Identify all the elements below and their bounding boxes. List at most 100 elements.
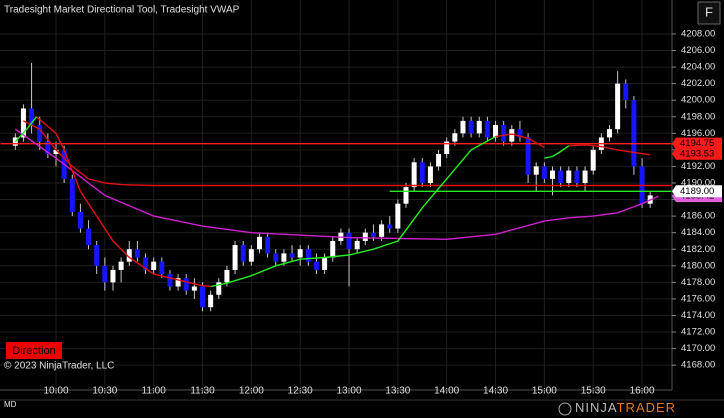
y-tick-label: 4200.00 [681,95,715,106]
candle-body [574,170,580,183]
candle-body [256,236,262,250]
candle-body [102,265,108,283]
candle-body [346,232,352,250]
candle-body [297,249,303,258]
candle-body [566,170,572,183]
y-tick-label: 4172.00 [681,327,715,338]
y-tick-label: 4180.00 [681,260,715,271]
candle-body [281,253,287,262]
y-tick-label: 4192.00 [681,161,715,172]
candle-body [606,129,612,138]
candle-body [126,249,132,262]
y-tick-label: 4190.00 [681,178,715,189]
x-tick-label: 15:30 [581,386,606,397]
candle-body [232,245,238,270]
candle-body [248,249,254,262]
candle-body [69,178,75,212]
x-tick-label: 12:30 [288,386,313,397]
candle-body [354,240,360,250]
candle-body [395,203,401,229]
y-tick-label: 4184.00 [681,227,715,238]
x-tick-label: 15:00 [532,386,557,397]
candle-body [330,240,336,258]
status-text: MD [4,400,17,409]
candle-body [134,249,140,258]
candle-body [533,166,539,175]
candle-body [53,149,59,155]
candle-body [525,137,531,175]
candle-body [322,257,328,270]
x-tick-label: 11:00 [142,386,167,397]
candle-body [143,257,149,270]
candle-body [411,162,417,188]
candle-body [224,269,230,283]
candle-body [45,141,51,155]
candle-body [370,232,376,237]
candle-body [175,278,181,287]
candle-body [208,294,214,308]
candle-body [37,125,43,142]
candle-body [476,120,482,134]
candle-body [86,228,92,246]
indicator-line [36,116,651,288]
candle-body [305,249,311,262]
price-marker-label: 4189.00 [680,186,714,197]
candle-body [452,133,458,142]
candle-body [623,83,629,101]
candle-body [387,224,393,229]
x-tick-label: 10:30 [92,386,117,397]
y-tick-label: 4206.00 [681,45,715,56]
price-marker [672,137,722,150]
x-tick-label: 14:30 [483,386,508,397]
candle-body [29,108,35,126]
indicator-button[interactable] [6,342,62,359]
y-tick-label: 4198.00 [681,111,715,122]
candle-body [436,154,442,167]
candle-body [151,261,157,270]
candle-body [240,245,246,262]
candle-body [631,100,637,167]
candle-body [216,282,222,295]
candle-body [493,125,499,138]
candle-body [550,170,556,179]
x-tick-label: 13:30 [385,386,410,397]
y-tick-label: 4186.00 [681,211,715,222]
x-tick-label: 16:00 [630,386,655,397]
candle-body [403,187,409,204]
candle-body [110,269,116,283]
indicator-button-label[interactable]: Direction [12,345,55,357]
toolbar-button-label[interactable]: F [705,4,713,19]
price-marker [672,147,722,160]
price-marker-label: 4194.75 [680,138,714,149]
candle-body [501,125,507,142]
logo-icon [558,402,572,416]
candle-body [362,232,368,241]
toolbar-button[interactable] [697,1,721,25]
candle-body [273,253,279,262]
y-tick-label: 4178.00 [681,277,715,288]
price-marker [672,185,722,198]
candle-body [444,141,450,155]
y-tick-label: 4208.00 [681,28,715,39]
candle-body [615,83,621,130]
x-tick-label: 12:00 [239,386,264,397]
candle-body [118,261,124,270]
y-tick-label: 4174.00 [681,310,715,321]
candle-body [379,224,385,237]
candle-body [159,261,165,275]
candle-body [484,120,490,138]
chart-title: Tradesight Market Directional Tool, Trad… [4,5,240,16]
x-tick-label: 11:30 [190,386,215,397]
candle-body [313,261,319,270]
candle-body [427,166,433,183]
x-tick-label: 13:00 [337,386,362,397]
y-tick-label: 4168.00 [681,360,715,371]
indicator-line [23,120,672,187]
candle-body [94,245,100,266]
candle-body [558,170,564,183]
price-marker-label: 4193.53 [680,148,714,159]
candle-body [183,278,189,291]
candle-body [541,166,547,179]
